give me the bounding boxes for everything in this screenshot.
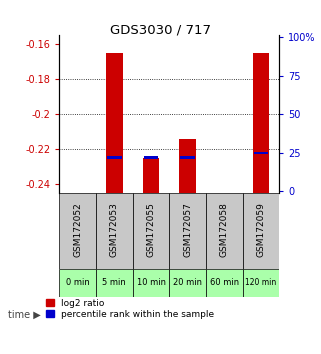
Text: 120 min: 120 min — [245, 278, 277, 287]
Bar — [59, 193, 96, 269]
Bar — [143, 156, 159, 159]
Text: 5 min: 5 min — [102, 278, 126, 287]
Bar — [243, 269, 279, 297]
Text: GSM172055: GSM172055 — [146, 202, 155, 257]
Bar — [180, 156, 195, 159]
Legend: log2 ratio, percentile rank within the sample: log2 ratio, percentile rank within the s… — [46, 299, 214, 319]
Bar — [206, 269, 243, 297]
Bar — [106, 53, 123, 193]
Text: GSM172053: GSM172053 — [110, 202, 119, 257]
Bar — [107, 156, 122, 159]
Bar — [169, 269, 206, 297]
Text: 60 min: 60 min — [210, 278, 239, 287]
Text: 20 min: 20 min — [173, 278, 202, 287]
Bar — [169, 193, 206, 269]
Text: 0 min: 0 min — [66, 278, 90, 287]
Bar — [253, 53, 269, 193]
Bar — [133, 193, 169, 269]
Text: GSM172057: GSM172057 — [183, 202, 192, 257]
Bar — [143, 158, 159, 193]
Text: GDS3030 / 717: GDS3030 / 717 — [110, 23, 211, 36]
Text: 10 min: 10 min — [136, 278, 166, 287]
Bar — [96, 269, 133, 297]
Bar — [59, 269, 96, 297]
Text: GSM172058: GSM172058 — [220, 202, 229, 257]
Text: GSM172059: GSM172059 — [256, 202, 265, 257]
Bar — [206, 193, 243, 269]
Bar — [96, 193, 133, 269]
Bar — [243, 193, 279, 269]
Bar — [133, 269, 169, 297]
Text: time ▶: time ▶ — [8, 309, 41, 319]
Bar — [254, 152, 268, 154]
Text: GSM172052: GSM172052 — [73, 202, 82, 257]
Bar — [179, 139, 196, 193]
